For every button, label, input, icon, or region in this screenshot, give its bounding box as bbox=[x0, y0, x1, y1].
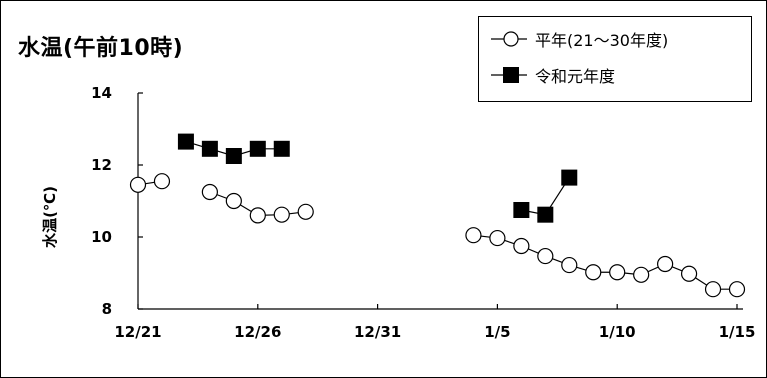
x-tick-label-1-10: 1/10 bbox=[599, 323, 636, 341]
legend-marker-filled-square bbox=[491, 67, 527, 83]
series-0-line-2 bbox=[473, 234, 737, 290]
series-0-point-12-24 bbox=[201, 183, 218, 201]
series-0-point-12-25 bbox=[225, 192, 242, 210]
x-tick-label-12-31: 12/31 bbox=[354, 323, 401, 341]
series-1-point-1-8 bbox=[561, 169, 578, 186]
y-axis-label: 水温(℃) bbox=[41, 186, 59, 248]
x-tick-label-1-15: 1/15 bbox=[719, 323, 756, 341]
x-tick-label-12-26: 12/26 bbox=[234, 323, 281, 341]
series-1-point-1-6 bbox=[513, 202, 530, 218]
series-0-point-1-5 bbox=[489, 229, 506, 247]
series-1-point-12-26 bbox=[249, 140, 266, 157]
series-0-point-1-6 bbox=[513, 237, 530, 255]
legend-item-reiwa: 令和元年度 bbox=[489, 63, 615, 87]
series-1-point-1-7 bbox=[537, 206, 554, 223]
y-tick-label-8: 8 bbox=[102, 300, 112, 318]
series-0-point-1-11 bbox=[633, 266, 650, 283]
series-0-point-12-21 bbox=[129, 176, 147, 193]
legend-label-reiwa: 令和元年度 bbox=[535, 67, 616, 86]
chart-title: 水温(午前10時) bbox=[18, 36, 184, 61]
series-1-point-12-27 bbox=[273, 140, 290, 157]
series-0-point-12-22 bbox=[153, 173, 171, 190]
x-tick-label-1-5: 1/5 bbox=[484, 323, 510, 341]
x-tick-label-12-21: 12/21 bbox=[114, 323, 161, 341]
y-tick-label-14: 14 bbox=[91, 84, 112, 102]
legend-marker-open-circle bbox=[491, 31, 527, 47]
series-0-point-1-12 bbox=[657, 255, 674, 273]
legend: 平年(21〜30年度) 令和元年度 bbox=[478, 16, 752, 102]
legend-label-normal: 平年(21〜30年度) bbox=[535, 31, 669, 50]
series-0-point-1-13 bbox=[680, 265, 698, 282]
series-0-point-12-28 bbox=[297, 203, 314, 220]
series-1-point-12-23 bbox=[177, 133, 194, 150]
series-0-point-12-26 bbox=[249, 207, 266, 224]
series-1-point-12-24 bbox=[201, 140, 218, 157]
y-tick-label-12: 12 bbox=[91, 156, 112, 174]
series-0-point-1-4 bbox=[465, 227, 482, 244]
series-0-point-1-14 bbox=[704, 281, 722, 298]
series-0-point-1-9 bbox=[585, 264, 602, 281]
series-1-point-12-25 bbox=[225, 148, 242, 164]
series-0-point-1-10 bbox=[609, 264, 626, 281]
series-0-point-12-27 bbox=[273, 206, 290, 223]
y-tick-label-10: 10 bbox=[91, 228, 112, 246]
series-0-point-1-7 bbox=[537, 247, 554, 265]
series-0-point-1-15 bbox=[728, 281, 746, 298]
legend-item-normal: 平年(21〜30年度) bbox=[489, 27, 668, 51]
series-0-point-1-8 bbox=[561, 256, 578, 274]
